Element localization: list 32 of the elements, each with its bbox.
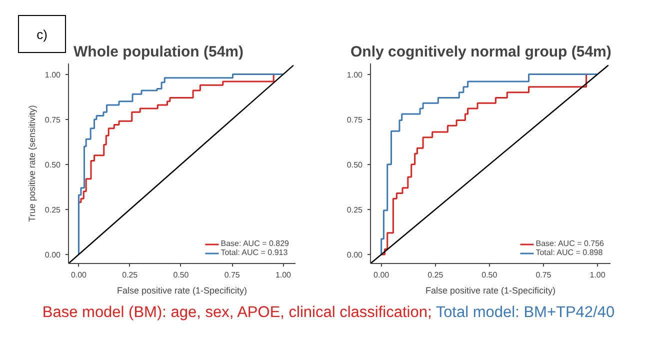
x-tick-label: 0.00 <box>70 270 88 280</box>
y-tick-label: 0.00 <box>346 250 364 260</box>
x-tick-label: 0.50 <box>482 270 498 280</box>
y-tick-label: 0.00 <box>44 250 62 260</box>
x-tick-label: 0.75 <box>536 270 552 280</box>
y-axis-title: True positive rate (sensitivity) <box>26 105 37 222</box>
x-tick-label: 0.75 <box>224 270 240 280</box>
y-tick-label: 1.00 <box>44 70 62 80</box>
legend-label: Base: AUC = 0.829 <box>220 239 289 248</box>
legend-label: Total: AUC = 0.913 <box>220 248 288 257</box>
text: Base model (BM): age, sex, APOE, clinical classification; <box>42 304 432 321</box>
text: c) <box>18 15 66 53</box>
y-tick-label: 0.75 <box>346 115 364 124</box>
y-tick-label: 0.50 <box>346 160 364 170</box>
x-tick-label: 1.00 <box>590 270 606 280</box>
y-tick-label: 0.50 <box>44 160 62 170</box>
x-tick-label: 0.25 <box>122 270 138 280</box>
legend-label: Base: AUC = 0.756 <box>536 239 604 248</box>
chart-title: Only cognitively normal group (54m) <box>350 44 612 60</box>
y-tick-label: 0.25 <box>346 205 364 214</box>
x-axis-title: False positive rate (1-Specificity) <box>425 286 556 296</box>
x-tick-label: 0.25 <box>428 270 444 280</box>
x-tick-label: 0.00 <box>374 270 390 280</box>
y-tick-label: 1.00 <box>346 70 364 80</box>
y-tick-label: 0.75 <box>44 115 62 124</box>
x-axis-title: False positive rate (1-Specificity) <box>116 286 248 296</box>
x-tick-label: 0.50 <box>173 270 190 280</box>
legend-label: Total: AUC = 0.898 <box>536 248 603 257</box>
y-tick-label: 0.25 <box>44 205 62 214</box>
chart-title: Whole population (54m) <box>74 44 244 60</box>
x-tick-label: 1.00 <box>275 270 292 280</box>
text: Total model: BM+TP42/40 <box>436 304 615 321</box>
